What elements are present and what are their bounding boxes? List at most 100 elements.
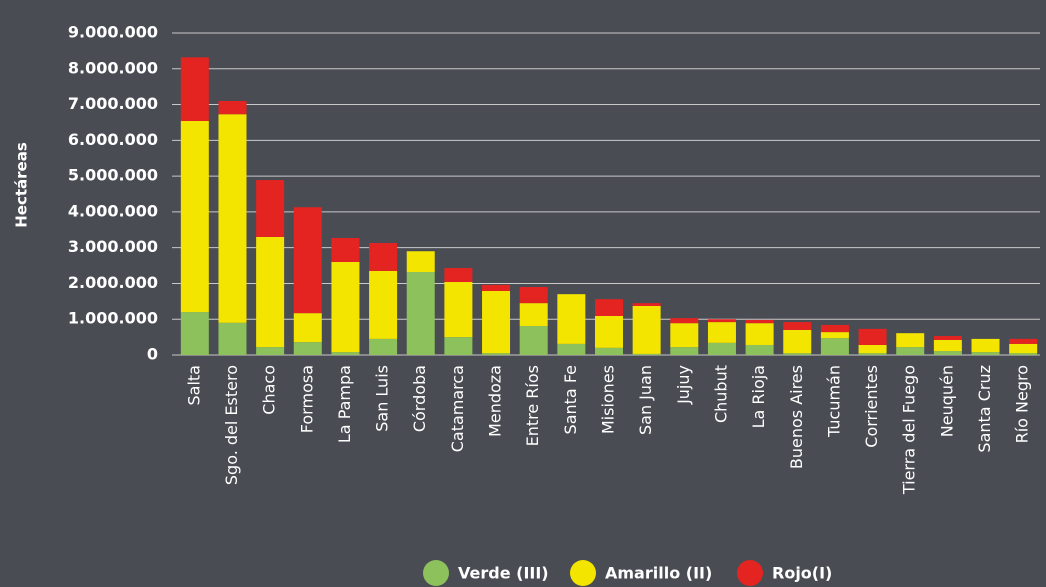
bar-segment (670, 323, 699, 348)
x-tick-label: San Juan (636, 365, 655, 435)
x-tick-label: La Rioja (749, 365, 768, 428)
bar-segment (783, 353, 812, 355)
x-tick-label: Córdoba (410, 365, 429, 432)
bar-segment (180, 57, 209, 122)
x-tick-label: Tucumán (824, 365, 843, 438)
x-tick-label: Neuquén (937, 365, 956, 437)
bar-segment (670, 347, 699, 355)
bar-segment (482, 353, 511, 355)
bar-segment (369, 270, 398, 339)
bar-segment (444, 282, 473, 338)
legend-label: Amarillo (II) (605, 564, 712, 583)
x-tick-label: Entre Ríos (523, 365, 542, 446)
y-tick-label: 9.000.000 (68, 23, 158, 42)
bar-segment (896, 333, 925, 348)
bar-segment (331, 352, 360, 355)
bar-segment (896, 347, 925, 355)
bar-segment (293, 342, 322, 355)
legend-swatch (737, 560, 763, 586)
bar-segment (783, 329, 812, 354)
x-tick-label: Santa Fe (561, 365, 580, 434)
bar-segment (595, 347, 623, 355)
bar-segment (1009, 338, 1038, 344)
bar-segment (369, 338, 398, 355)
bar-segment (858, 328, 887, 345)
x-tick-label: Sgo. del Estero (222, 365, 241, 485)
bar-segment (369, 243, 398, 271)
bar-segment (670, 318, 699, 324)
bar-segment (971, 338, 1000, 353)
bar-segment (293, 313, 322, 343)
bar-segment (557, 294, 586, 344)
x-tick-label: Río Negro (1013, 365, 1032, 443)
bar-segment (218, 322, 247, 355)
bar-segment (180, 121, 209, 313)
bar-segment (1009, 353, 1038, 355)
bar-segment (783, 322, 812, 330)
bar-segment (745, 319, 774, 324)
bar-segment (595, 316, 623, 348)
bar-segment (820, 324, 849, 333)
x-tick-label: Buenos Aires (787, 365, 806, 469)
x-tick-label: Formosa (297, 365, 316, 433)
legend-label: Verde (III) (458, 564, 549, 583)
y-tick-label: 4.000.000 (68, 201, 158, 220)
y-tick-label: 6.000.000 (68, 130, 158, 149)
y-tick-label: 0 (147, 345, 158, 364)
bar-segment (406, 271, 435, 355)
x-tick-label: Chaco (260, 365, 279, 415)
bar-segment (933, 336, 962, 340)
bar-segment (293, 207, 322, 314)
bar-segment (444, 337, 473, 355)
bar-segment (519, 287, 548, 304)
y-tick-label: 3.000.000 (68, 237, 158, 256)
bar-segment (595, 299, 623, 317)
bar-segment (632, 353, 661, 355)
bar-segment (632, 305, 661, 354)
x-tick-label: Santa Cruz (975, 365, 994, 453)
bar-segment (519, 303, 548, 327)
bar-segment (858, 344, 887, 354)
bar-segment (933, 339, 962, 352)
bar-segment (707, 322, 736, 343)
bar-segment (745, 323, 774, 345)
y-tick-label: 1.000.000 (68, 309, 158, 328)
legend-label: Rojo(I) (772, 564, 832, 583)
bar-segment (632, 303, 661, 306)
bar-segment (406, 251, 435, 272)
bar-segment (331, 238, 360, 262)
y-tick-label: 5.000.000 (68, 166, 158, 185)
x-tick-label: Mendoza (486, 365, 505, 437)
bar-segment (707, 342, 736, 355)
y-axis-title: Hectáreas (13, 142, 31, 228)
bar-segment (858, 353, 887, 355)
x-tick-label: Jujuy (674, 365, 693, 405)
legend-swatch (570, 560, 596, 586)
bar-segment (218, 114, 247, 323)
x-tick-label: La Pampa (335, 365, 354, 443)
x-tick-label: San Luis (373, 365, 392, 432)
bar-segment (482, 290, 511, 354)
y-tick-label: 7.000.000 (68, 94, 158, 113)
bar-segment (519, 326, 548, 355)
bar-segment (256, 180, 285, 237)
x-tick-label: Chubut (711, 365, 730, 423)
x-tick-label: Tierra del Fuego (900, 365, 919, 495)
x-tick-label: Catamarca (448, 365, 467, 452)
x-tick-label: Corrientes (862, 365, 881, 448)
bar-segment (745, 344, 774, 355)
bar-segment (444, 268, 473, 283)
bar-segment (256, 347, 285, 355)
y-tick-label: 2.000.000 (68, 273, 158, 292)
bar-segment (482, 284, 511, 291)
y-tick-label: 8.000.000 (68, 58, 158, 77)
bar-segment (820, 332, 849, 339)
bar-segment (180, 312, 209, 355)
bar-segment (218, 100, 247, 115)
bar-segment (971, 352, 1000, 355)
bar-segment (557, 343, 586, 355)
bar-segment (820, 338, 849, 355)
x-tick-label: Salta (184, 365, 203, 405)
x-tick-label: Misiones (599, 365, 618, 434)
